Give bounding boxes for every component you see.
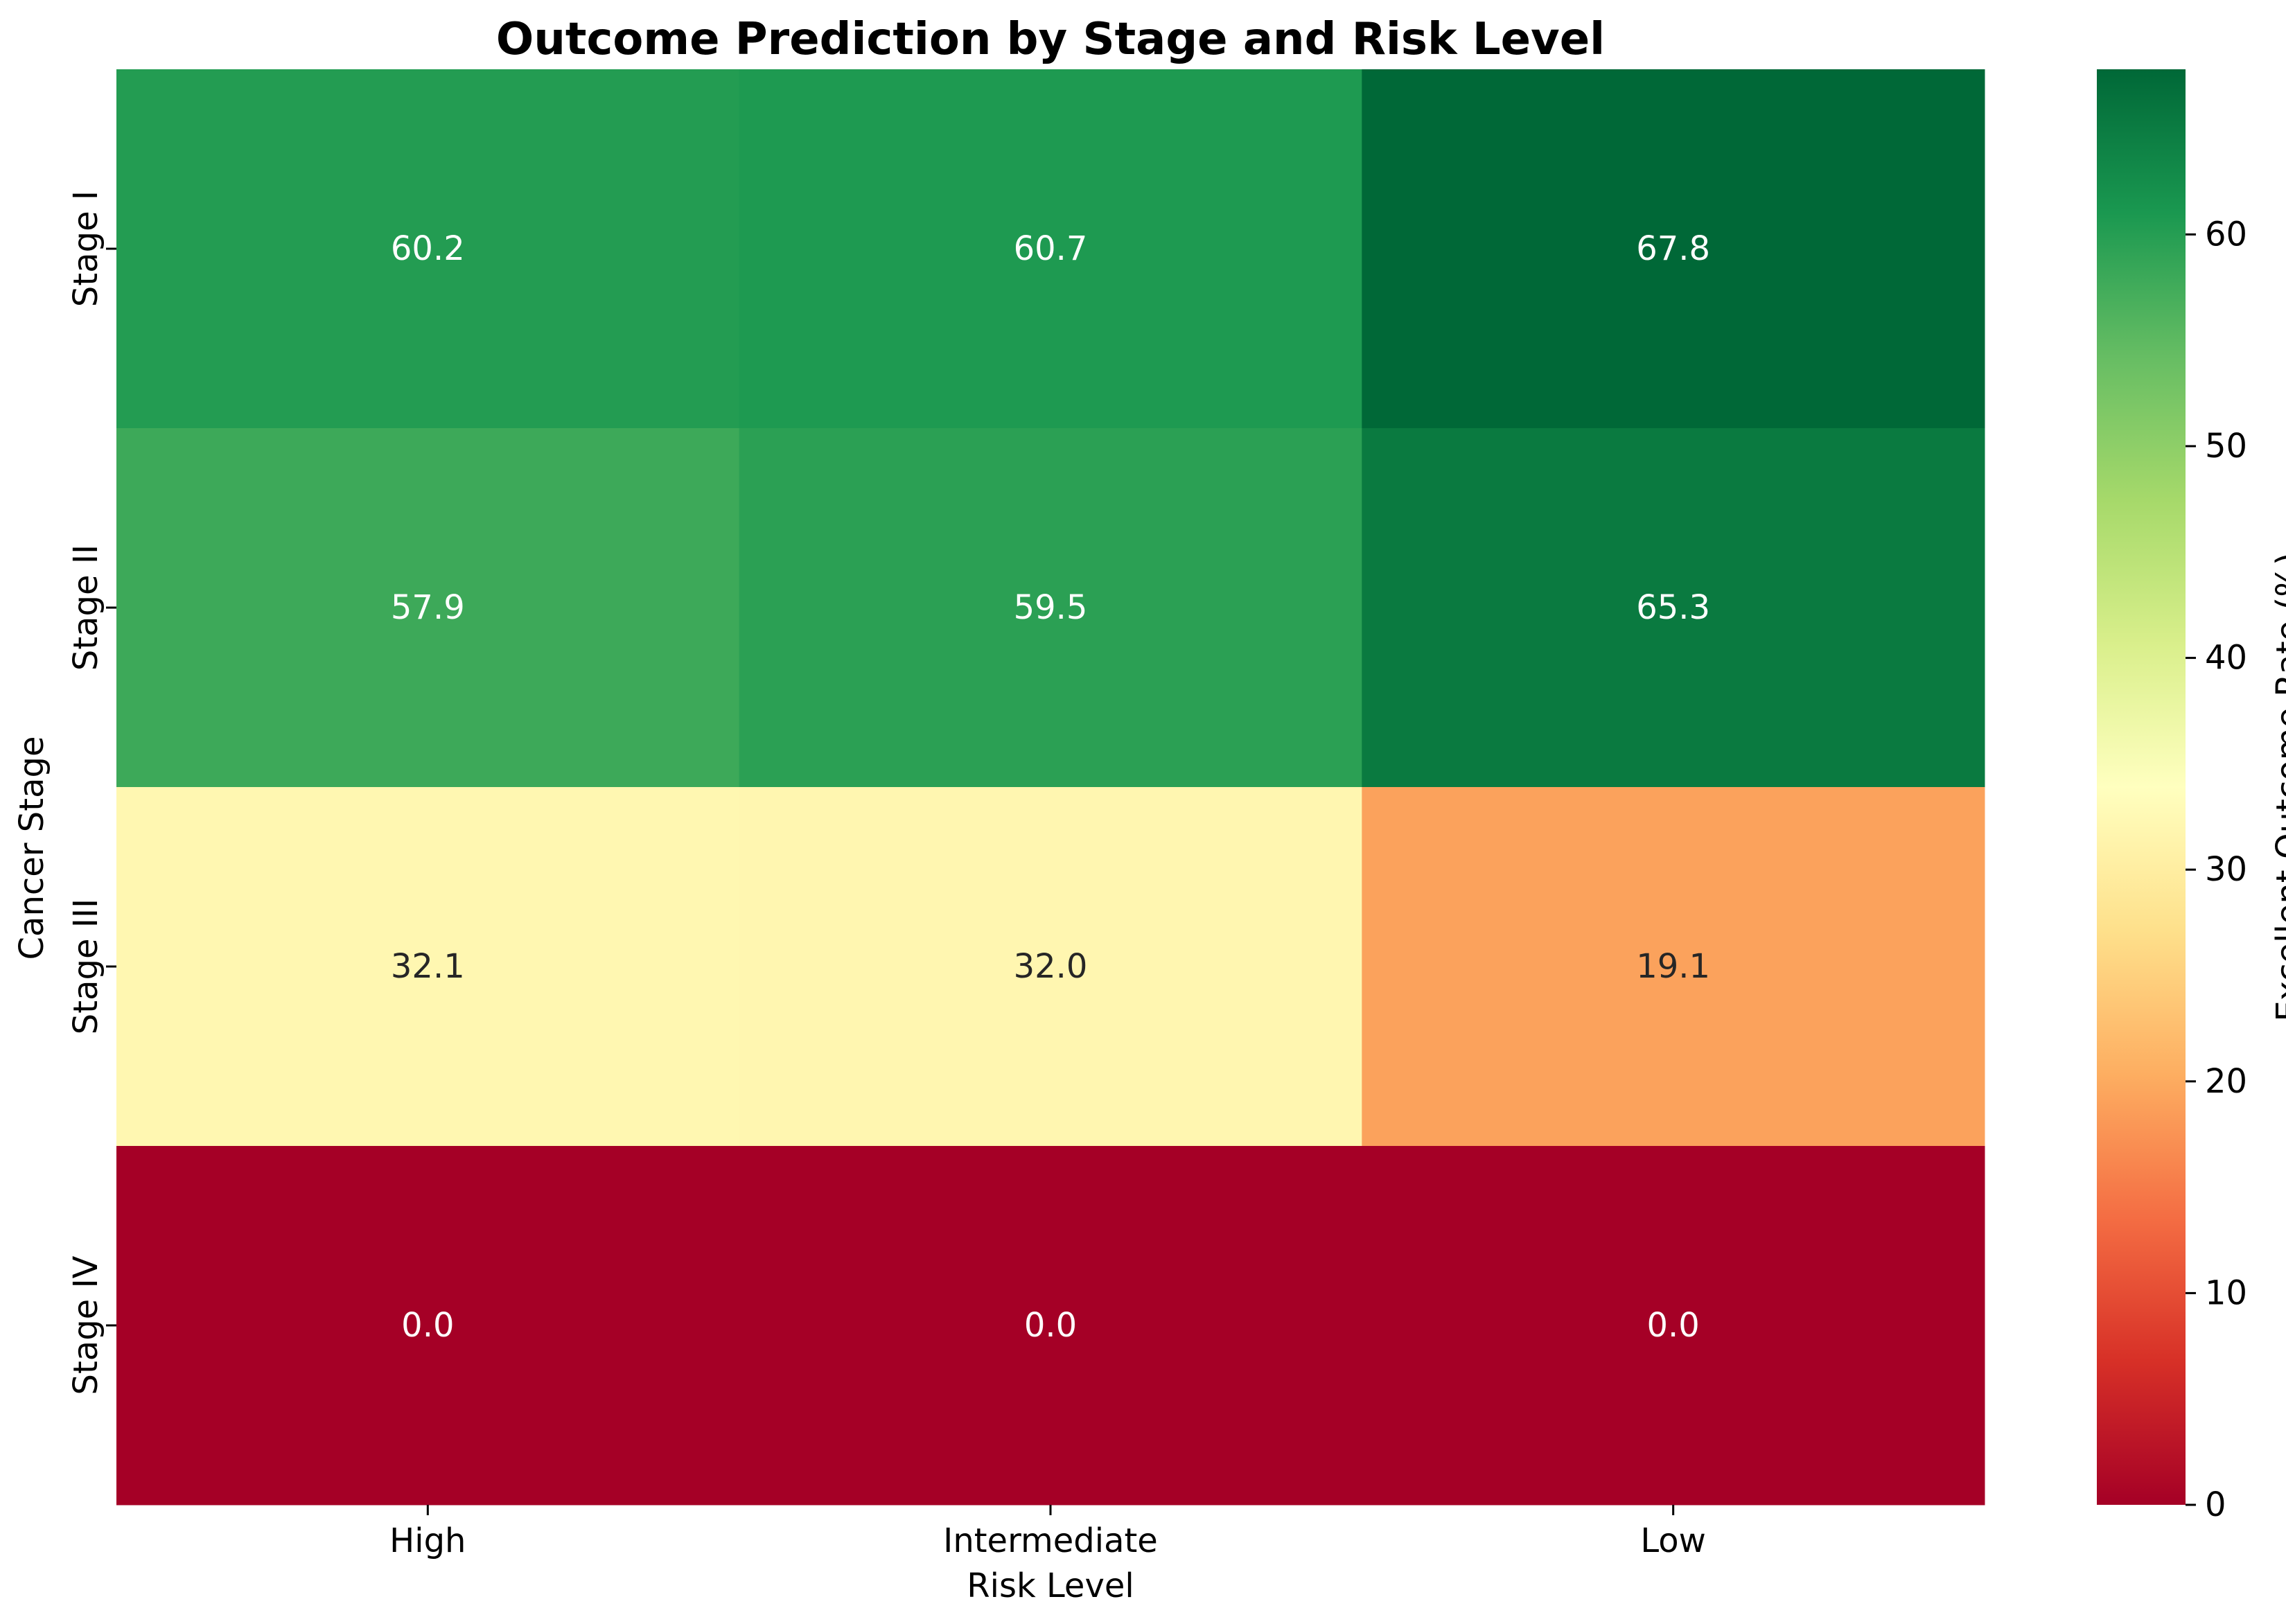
heatmap-cell (1362, 428, 1985, 788)
cell-value-label: 67.8 (1636, 229, 1710, 268)
heatmap-cell (739, 787, 1362, 1147)
heatmap-cell (116, 428, 740, 788)
heatmap-cell (1362, 787, 1985, 1147)
cell-value-label: 60.2 (391, 229, 465, 268)
y-tick-label: Stage IV (67, 1255, 105, 1395)
cell-value-label: 32.0 (1014, 947, 1088, 986)
heatmap-cell (739, 69, 1362, 429)
heatmap-cell-labels: 60.2 60.7 67.8 57.9 59.5 65.3 32.1 32.0 19.1 0.0 0… (391, 229, 1710, 1345)
colorbar-gradient (2097, 69, 2186, 1505)
x-axis-label: Risk Level (967, 1566, 1134, 1605)
cell-value-label: 32.1 (391, 947, 465, 986)
heatmap-cell (1362, 1146, 1985, 1506)
colorbar-ticks: 0 10 20 30 40 50 60 (2186, 215, 2247, 1524)
y-axis-ticks: Stage I Stage II Stage III Stage IV (67, 191, 116, 1395)
cell-value-label: 0.0 (401, 1306, 454, 1345)
x-tick-label: Intermediate (943, 1521, 1158, 1560)
colorbar-tick-label: 20 (2205, 1062, 2247, 1101)
y-tick-label: Stage I (67, 191, 105, 307)
cell-value-label: 60.7 (1014, 229, 1088, 268)
colorbar: 0 10 20 30 40 50 60 Excellent Outcome Rate (%) (2097, 69, 2286, 1524)
x-tick-label: Low (1640, 1521, 1706, 1560)
chart-title: Outcome Prediction by Stage and Risk Lev… (496, 14, 1605, 65)
heatmap-cell (116, 69, 740, 429)
cell-value-label: 65.3 (1636, 588, 1710, 627)
y-axis-label: Cancer Stage (12, 736, 51, 960)
colorbar-tick-label: 50 (2205, 427, 2247, 466)
heatmap-cell (116, 787, 740, 1147)
cell-value-label: 57.9 (391, 588, 465, 627)
cell-value-label: 0.0 (1024, 1306, 1077, 1345)
colorbar-tick-label: 10 (2205, 1273, 2247, 1312)
heatmap-cell (739, 1146, 1362, 1506)
cell-value-label: 59.5 (1014, 588, 1088, 627)
heatmap-cell (1362, 69, 1985, 429)
colorbar-tick-label: 60 (2205, 215, 2247, 254)
colorbar-label: Excellent Outcome Rate (%) (2269, 552, 2286, 1021)
x-tick-label: High (389, 1521, 466, 1560)
colorbar-tick-label: 30 (2205, 850, 2247, 889)
y-tick-label: Stage II (67, 545, 105, 671)
cell-value-label: 0.0 (1646, 1306, 1699, 1345)
colorbar-tick-label: 40 (2205, 639, 2247, 678)
heatmap-cell (116, 1146, 740, 1506)
heatmap-cell (739, 428, 1362, 788)
cell-value-label: 19.1 (1636, 947, 1710, 986)
y-tick-label: Stage III (67, 899, 105, 1034)
colorbar-tick-label: 0 (2205, 1485, 2226, 1524)
x-axis-ticks: High Intermediate Low (389, 1505, 1706, 1560)
heatmap-cells (116, 69, 1985, 1506)
